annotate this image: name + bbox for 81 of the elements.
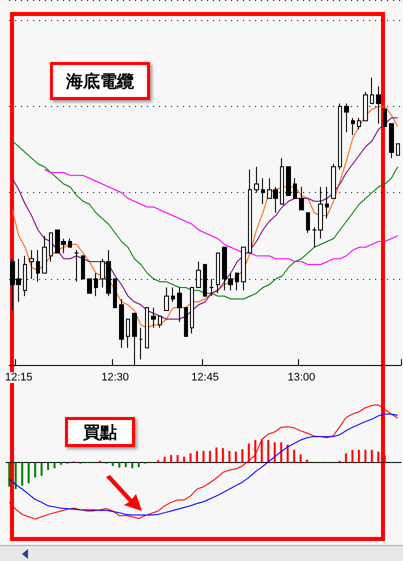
bar [112, 462, 114, 466]
candlestick [158, 316, 162, 328]
candlestick [42, 235, 47, 274]
bar [14, 462, 17, 490]
candlestick [235, 272, 239, 291]
candlestick [126, 318, 130, 348]
candlestick [306, 212, 310, 234]
bar [300, 454, 302, 463]
bar [222, 448, 224, 463]
candlestick [49, 232, 53, 262]
x-tick-label: 13:00 [288, 372, 316, 384]
bar [190, 453, 192, 463]
bar [131, 462, 134, 468]
bar [293, 450, 296, 463]
bar [280, 442, 282, 463]
candlestick [248, 169, 252, 254]
bar [170, 455, 172, 463]
bar [260, 439, 263, 463]
bar [351, 450, 354, 463]
bar [241, 449, 244, 463]
bar [47, 462, 50, 470]
candlestick [389, 123, 394, 159]
bar [248, 443, 250, 463]
x-tick-label: 12:15 [4, 372, 33, 384]
candlestick [351, 117, 355, 136]
bar [215, 448, 218, 463]
bar [164, 456, 166, 463]
candlestick [119, 298, 124, 348]
candlestick [145, 307, 149, 348]
bar [384, 456, 386, 463]
bar [364, 450, 366, 463]
bar [34, 462, 36, 478]
bar [118, 462, 120, 468]
candlestick [370, 77, 374, 104]
candlestick [29, 250, 34, 280]
bar [377, 452, 380, 463]
candlestick [151, 307, 156, 328]
x-tick-label: 12:45 [191, 372, 219, 384]
candlestick [396, 143, 400, 156]
x-tick-label: 12:30 [101, 372, 129, 384]
candlestick [376, 86, 381, 124]
candlestick [184, 307, 188, 337]
candlestick [338, 103, 342, 170]
bar [8, 462, 10, 487]
candlestick [344, 103, 349, 133]
candlestick [190, 287, 194, 334]
bar [54, 462, 56, 468]
candlestick [164, 287, 169, 311]
bar [176, 455, 179, 463]
bar [208, 450, 211, 463]
candlestick [68, 238, 72, 248]
candlestick [261, 178, 265, 205]
candlestick [171, 287, 175, 302]
bar [40, 462, 43, 476]
annotation: 買點 [65, 417, 135, 447]
annotation: 海底電纜 [50, 62, 150, 100]
bar [202, 450, 204, 463]
bar [196, 450, 198, 463]
candlestick [216, 252, 220, 294]
bar [306, 460, 308, 463]
candlestick [331, 163, 336, 199]
candlestick [383, 108, 387, 127]
bar [21, 462, 24, 486]
candlestick [357, 117, 361, 130]
bar [183, 456, 186, 463]
bar [370, 450, 373, 463]
bar [286, 444, 289, 463]
bar [254, 440, 256, 463]
bar [234, 452, 237, 463]
bar [358, 450, 360, 463]
candlestick [139, 327, 143, 360]
bar [138, 462, 140, 468]
bar [124, 462, 127, 468]
bar [157, 460, 160, 463]
bar [228, 450, 230, 463]
bar [274, 442, 276, 463]
bar [267, 440, 270, 463]
bar [28, 462, 30, 484]
candlestick [177, 287, 182, 322]
candlestick [241, 246, 246, 291]
bar [344, 453, 347, 463]
